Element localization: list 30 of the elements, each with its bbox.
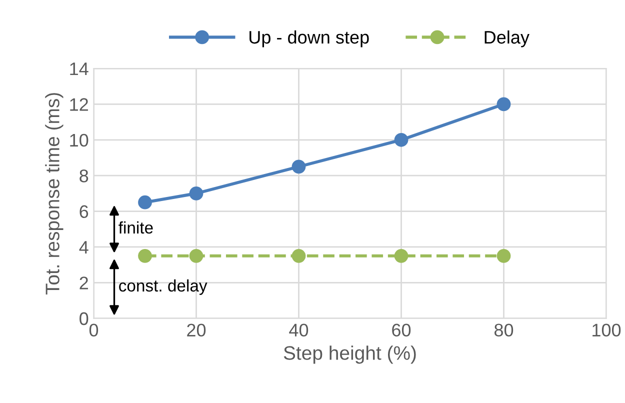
y-tick-label: 14 [70, 62, 88, 76]
point [496, 97, 511, 112]
point [496, 248, 511, 263]
x-tick-label: 60 [392, 324, 411, 336]
legend-label: Up - down step [250, 30, 369, 48]
y-tick-label: 12 [70, 98, 88, 111]
point [394, 248, 408, 263]
point [189, 248, 204, 263]
x-tick-label: 80 [494, 324, 514, 336]
y-axis-title: Tot. response time (ms) [45, 93, 64, 295]
x-tick-label: 0 [89, 324, 98, 336]
x-tick-label: 40 [289, 324, 308, 336]
point [189, 186, 204, 200]
x-tick-label: 20 [187, 324, 206, 336]
point [292, 160, 306, 174]
y-tick-label: 4 [79, 241, 88, 254]
x-axis-title: Step height (%) [284, 346, 416, 364]
y-tick-label: 6 [80, 205, 88, 218]
point [138, 248, 152, 263]
point [394, 132, 408, 147]
annotation: const. delay [119, 279, 208, 295]
y-tick-label: 0 [80, 312, 88, 326]
annotation: finite [118, 221, 153, 234]
y-tick-label: 10 [70, 134, 88, 147]
y-tick-label: 2 [80, 276, 88, 290]
legend-label: Delay [484, 30, 530, 48]
point [292, 248, 306, 263]
x-tick-label: 100 [592, 324, 621, 336]
point [138, 195, 152, 210]
y-tick-label: 8 [80, 170, 88, 182]
